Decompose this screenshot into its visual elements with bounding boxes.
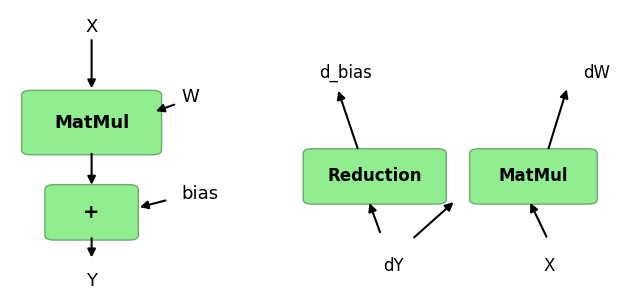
Text: MatMul: MatMul (54, 114, 129, 132)
Text: +: + (83, 203, 100, 222)
Text: Y: Y (86, 272, 97, 290)
Text: d_bias: d_bias (319, 64, 372, 82)
Text: bias: bias (182, 185, 219, 203)
FancyBboxPatch shape (22, 90, 162, 155)
Text: X: X (86, 18, 98, 36)
FancyBboxPatch shape (45, 185, 138, 240)
Text: MatMul: MatMul (499, 167, 568, 185)
FancyBboxPatch shape (469, 149, 597, 204)
FancyBboxPatch shape (303, 149, 446, 204)
Text: X: X (543, 257, 554, 275)
Text: W: W (182, 88, 199, 106)
Text: Reduction: Reduction (328, 167, 422, 185)
Text: dY: dY (383, 257, 404, 275)
Text: dW: dW (583, 64, 610, 82)
